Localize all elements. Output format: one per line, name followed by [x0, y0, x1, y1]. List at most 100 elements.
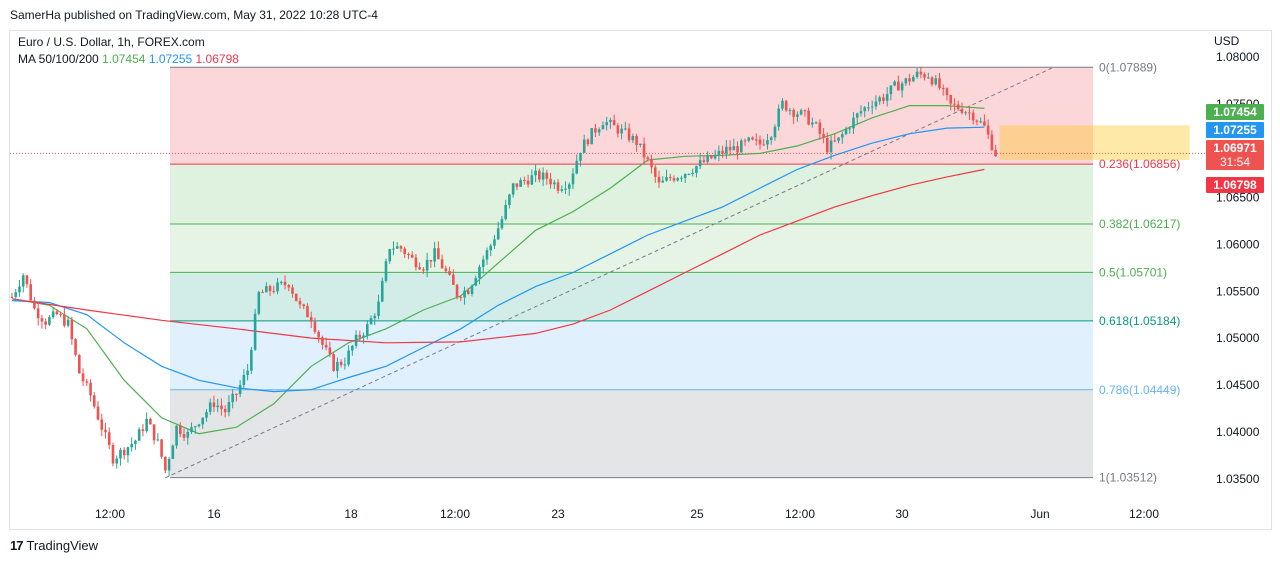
candle-body: [773, 126, 777, 138]
candle-body: [680, 177, 683, 179]
candle-body: [713, 154, 717, 159]
candle-body: [586, 139, 590, 145]
candle-body: [975, 120, 979, 122]
candle-body: [938, 78, 941, 89]
time-tick-label: 30: [895, 507, 909, 521]
candle-body: [863, 107, 867, 112]
candle-body: [541, 172, 545, 180]
candle-body: [332, 354, 335, 371]
candle-body: [366, 324, 369, 336]
candle-body: [904, 78, 908, 84]
candle-body: [519, 179, 522, 187]
candle-body: [605, 122, 608, 126]
fib-level-label: 0.786(1.04449): [1099, 383, 1180, 397]
candle-body: [321, 337, 324, 345]
candle-body: [115, 458, 119, 464]
candle-body: [44, 321, 47, 325]
candle-body: [429, 259, 433, 262]
candle-body: [193, 426, 197, 428]
time-tick-label: 12:00: [440, 507, 470, 521]
price-badge-label: 1.06798: [1213, 178, 1257, 192]
candle-body: [156, 439, 160, 441]
candle-body: [216, 405, 219, 408]
price-axis: USD1.080001.075001.070001.065001.060001.…: [1214, 34, 1260, 486]
candle-body: [553, 182, 556, 185]
candle-body: [721, 150, 724, 154]
candle-body: [597, 129, 601, 133]
candle-body: [807, 110, 810, 125]
candle-body: [941, 88, 945, 90]
candle-body: [885, 94, 889, 101]
candle-body: [717, 150, 721, 155]
candle-body: [953, 103, 956, 105]
fib-level-label: 0.382(1.06217): [1099, 217, 1180, 231]
candle-body: [220, 405, 223, 409]
candle-body: [175, 425, 178, 446]
candles: [10, 66, 997, 477]
candle-body: [238, 385, 242, 395]
price-tick-label: 1.04500: [1216, 378, 1260, 392]
candle-body: [231, 393, 234, 403]
candle-body: [504, 204, 507, 220]
fib-zone: [170, 67, 1093, 165]
candle-body: [859, 111, 863, 114]
footer-brand[interactable]: 17 TradingView: [10, 538, 98, 553]
ma200-value: 1.06798: [195, 52, 239, 66]
candle-body: [160, 439, 163, 457]
fib-level-label: 1(1.03512): [1099, 471, 1157, 485]
candle-body: [840, 134, 844, 138]
candle-body: [590, 128, 593, 145]
candle-body: [788, 109, 792, 111]
price-tick-label: 1.06000: [1216, 237, 1260, 251]
candle-body: [422, 269, 425, 271]
candle-body: [130, 443, 133, 448]
candle-body: [878, 97, 881, 102]
candle-body: [250, 349, 253, 371]
candle-body: [762, 144, 766, 146]
candle-body: [639, 143, 642, 146]
candle-body: [276, 282, 279, 292]
brand-text: TradingView: [26, 538, 99, 553]
candle-body: [530, 175, 534, 185]
candle-body: [627, 128, 631, 141]
chart-legend: Euro / U.S. Dollar, 1h, FOREX.com MA 50/…: [18, 34, 239, 68]
candle-body: [111, 445, 115, 464]
candle-body: [25, 275, 29, 285]
candle-body: [740, 140, 743, 153]
candle-body: [934, 78, 938, 85]
candle-body: [567, 184, 571, 189]
candle-body: [279, 281, 283, 283]
candle-body: [265, 286, 268, 293]
candle-body: [635, 136, 638, 146]
candle-body: [538, 170, 541, 180]
candle-body: [777, 108, 780, 127]
candle-body: [51, 311, 55, 318]
candle-body: [560, 189, 564, 191]
candle-body: [747, 137, 751, 141]
candle-body: [48, 317, 51, 325]
candle-body: [190, 427, 193, 433]
ma200-line: [11, 168, 985, 344]
candle-body: [784, 100, 788, 111]
ma-label: MA 50/100/200: [18, 52, 99, 66]
candle-body: [882, 97, 885, 101]
candle-body: [306, 306, 309, 318]
candle-body: [496, 228, 500, 240]
price-tick-label: 1.08000: [1216, 50, 1260, 64]
candle-body: [212, 402, 216, 408]
candle-body: [870, 106, 874, 108]
publisher-text: SamerHa published on TradingView.com, Ma…: [10, 8, 378, 22]
candle-body: [347, 350, 350, 365]
candle-body: [377, 301, 380, 316]
candle-body: [754, 139, 758, 141]
candle-body: [291, 287, 294, 294]
time-tick-label: 12:00: [95, 507, 125, 521]
fib-level-label: 0.5(1.05701): [1099, 265, 1167, 279]
candle-body: [826, 137, 829, 153]
candle-body: [687, 173, 691, 175]
candle-body: [455, 284, 459, 297]
price-tick-label: 1.05000: [1216, 331, 1260, 345]
candle-body: [466, 290, 470, 294]
